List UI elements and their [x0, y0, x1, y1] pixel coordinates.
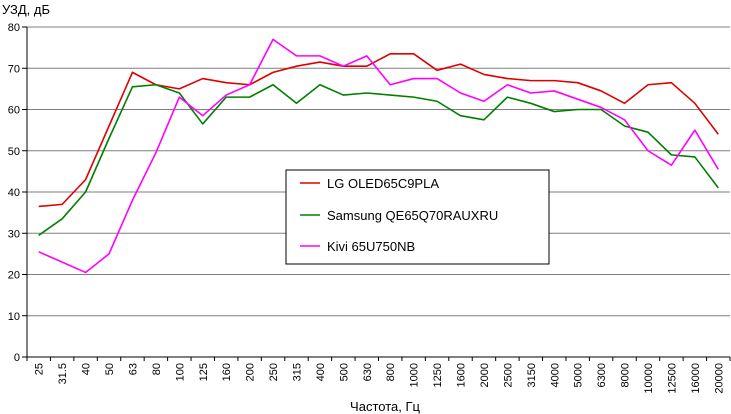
y-axis-ticks: 0 10 20 30 40 50 60 70 80	[8, 22, 27, 364]
y-tick-label: 20	[8, 270, 20, 282]
x-tick-label: 10000	[643, 363, 655, 394]
x-tick-label: 5000	[573, 363, 585, 387]
x-tick-label: 20000	[713, 363, 725, 394]
x-tick-label: 8000	[620, 363, 632, 387]
x-tick-label: 400	[315, 363, 327, 381]
y-tick-label: 60	[8, 105, 20, 117]
x-tick-label: 250	[268, 363, 280, 381]
y-tick-label: 70	[8, 63, 20, 75]
x-tick-label: 200	[245, 363, 257, 381]
x-tick-label: 800	[385, 363, 397, 381]
x-tick-label: 2000	[479, 363, 491, 387]
legend-label: Samsung QE65Q70RAUXRU	[327, 208, 498, 223]
x-tick-label: 4000	[549, 363, 561, 387]
x-tick-label: 2500	[502, 363, 514, 387]
x-tick-label: 6300	[596, 363, 608, 387]
y-tick-label: 10	[8, 311, 20, 323]
y-axis-title: УЗД, дБ	[2, 2, 50, 17]
x-tick-label: 100	[174, 363, 186, 381]
x-tick-label: 500	[338, 363, 350, 381]
legend-label: Kivi 65U750NB	[327, 239, 415, 254]
x-tick-label: 1000	[409, 363, 421, 387]
x-tick-label: 63	[127, 363, 139, 375]
y-tick-label: 30	[8, 228, 20, 240]
x-axis-ticks: 25 31.5 40 50 63 80 100 125 160 200 250 315 400 500 63…	[26, 357, 731, 394]
x-tick-label: 1250	[432, 363, 444, 387]
x-tick-label: 160	[221, 363, 233, 381]
x-tick-label: 12500	[666, 363, 678, 394]
x-tick-label: 3150	[526, 363, 538, 387]
x-tick-label: 630	[362, 363, 374, 381]
y-tick-label: 50	[8, 146, 20, 158]
series-line	[38, 83, 719, 236]
x-tick-label: 25	[34, 363, 46, 375]
series-line	[38, 53, 719, 208]
x-tick-label: 80	[151, 363, 163, 375]
series-line	[38, 38, 719, 274]
x-tick-label: 16000	[690, 363, 702, 394]
x-tick-label: 125	[198, 363, 210, 381]
y-tick-label: 0	[14, 352, 20, 364]
legend-label: LG OLED65C9PLA	[327, 176, 439, 191]
x-tick-label: 50	[104, 363, 116, 375]
x-tick-label: 31.5	[57, 363, 69, 384]
series-lines	[38, 38, 719, 274]
legend-box	[285, 169, 550, 265]
x-tick-label: 315	[291, 363, 303, 381]
x-tick-label: 1600	[456, 363, 468, 387]
x-tick-label: 40	[81, 363, 93, 375]
y-tick-label: 40	[8, 187, 20, 199]
legend: LG OLED65C9PLA Samsung QE65Q70RAUXRU Kivi …	[300, 176, 498, 254]
y-tick-label: 80	[8, 22, 20, 34]
x-axis-title: Частота, Гц	[350, 399, 420, 414]
